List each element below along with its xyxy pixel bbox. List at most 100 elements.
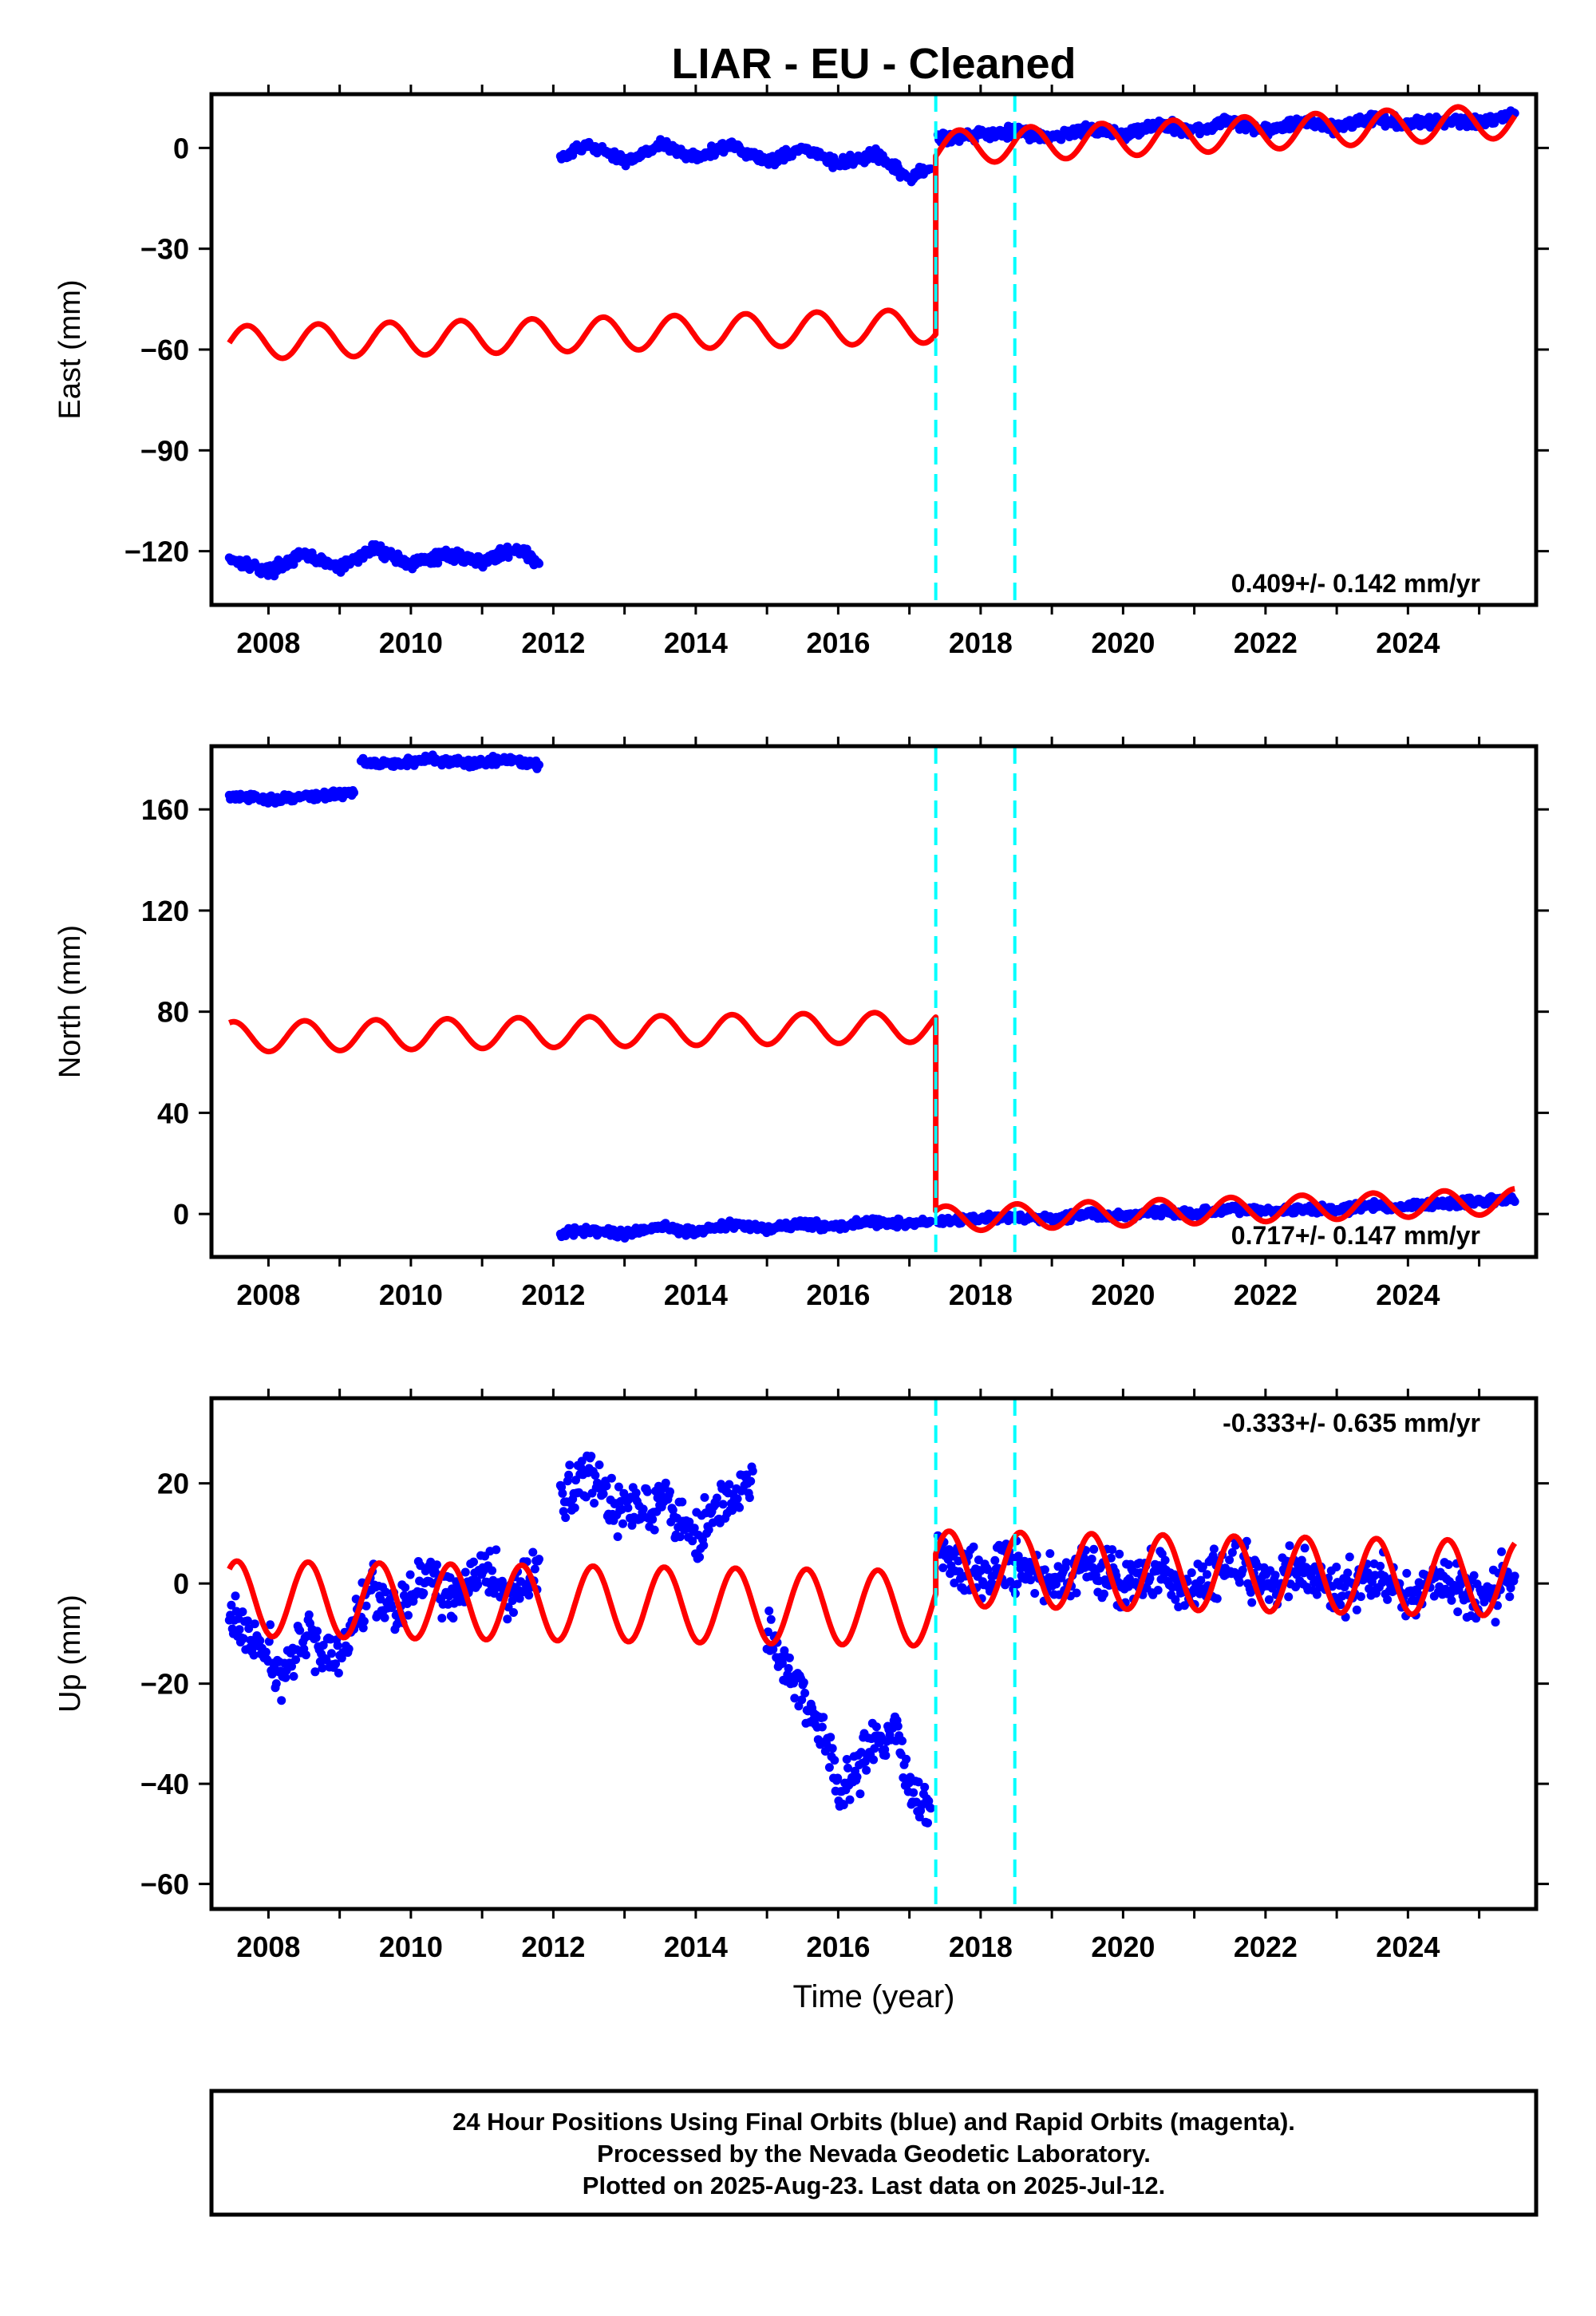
east-model-curve	[227, 104, 1518, 362]
up-data-point	[718, 1500, 728, 1509]
up-data-point	[748, 1466, 757, 1476]
up-data-point	[565, 1460, 575, 1470]
up-data-point	[1291, 1583, 1301, 1591]
east-y-tick-label: −60	[140, 334, 189, 366]
up-data-point	[648, 1515, 658, 1524]
footer-line-1: 24 Hour Positions Using Final Orbits (bl…	[452, 2108, 1295, 2136]
up-data-point	[326, 1649, 336, 1658]
east-data-point	[289, 559, 298, 569]
up-x-tick-label: 2018	[949, 1931, 1013, 1963]
up-data-point	[587, 1452, 596, 1461]
up-data-point	[1187, 1568, 1196, 1578]
up-rate-label: -0.333+/- 0.635 mm/yr	[1223, 1409, 1480, 1437]
up-data-point	[839, 1800, 848, 1810]
north-rate-label: 0.717+/- 0.147 mm/yr	[1231, 1221, 1480, 1250]
up-data-point	[1235, 1578, 1244, 1587]
north-offset-lines	[934, 746, 1017, 1257]
up-data-point	[318, 1663, 327, 1673]
up-data-point	[902, 1754, 911, 1764]
up-data-point	[281, 1673, 290, 1682]
north-data-point	[1510, 1197, 1519, 1207]
up-data-point	[1100, 1589, 1108, 1599]
up-data-point	[503, 1614, 512, 1624]
up-data-point	[1238, 1565, 1247, 1575]
up-data-point	[881, 1751, 891, 1761]
up-data-point	[1365, 1584, 1374, 1594]
north-data-point	[350, 788, 358, 797]
up-data-point	[1297, 1555, 1306, 1565]
up-data-point	[784, 1653, 794, 1662]
up-data-point	[1242, 1536, 1251, 1546]
up-data-point	[381, 1587, 390, 1597]
up-y-tick-label: −20	[140, 1668, 189, 1701]
east-axis-ticks: 2008 2010 2012 2014 2016 2018 2020 2022 2024 0 −30…	[124, 85, 1549, 659]
up-data-point	[291, 1655, 301, 1665]
up-data-point	[361, 1601, 371, 1611]
up-data-point	[1332, 1563, 1341, 1571]
up-data-point	[271, 1679, 281, 1689]
up-data-point	[318, 1641, 328, 1650]
up-data-point	[1196, 1575, 1206, 1585]
north-y-tick-label: 160	[141, 793, 189, 826]
up-x-tick-label: 2008	[236, 1931, 300, 1963]
up-data-point	[735, 1503, 745, 1512]
up-data-point	[678, 1497, 687, 1507]
up-data-point	[944, 1545, 954, 1555]
up-data-point	[909, 1788, 918, 1797]
up-data-point	[249, 1650, 259, 1660]
north-x-tick-label: 2018	[949, 1279, 1013, 1311]
up-data-point	[528, 1547, 538, 1557]
up-data-point	[1208, 1551, 1218, 1560]
up-data-point	[535, 1555, 543, 1564]
up-data-point	[1444, 1560, 1453, 1569]
up-data-point	[830, 1756, 839, 1765]
footer-line-3: Plotted on 2025-Aug-23. Last data on 202…	[583, 2172, 1165, 2199]
up-data-point	[1491, 1618, 1500, 1627]
north-x-tick-label: 2022	[1234, 1279, 1298, 1311]
north-x-tick-label: 2010	[379, 1279, 443, 1311]
up-data-point	[1312, 1590, 1321, 1599]
up-data-point	[938, 1563, 948, 1572]
up-data-point	[893, 1721, 903, 1731]
north-model-curve	[227, 1010, 1516, 1234]
up-data-point	[311, 1633, 321, 1642]
east-offset-lines	[934, 94, 1017, 605]
up-y-tick-label: −40	[140, 1768, 189, 1800]
up-data-point	[695, 1552, 705, 1562]
up-data-point	[1013, 1551, 1023, 1561]
east-x-tick-label: 2024	[1376, 626, 1440, 659]
north-x-tick-label: 2016	[806, 1279, 870, 1311]
up-data-point	[295, 1626, 305, 1635]
up-data-point	[1013, 1579, 1022, 1589]
up-data-point	[1030, 1589, 1040, 1598]
up-data-point	[969, 1542, 978, 1551]
up-data-point	[623, 1504, 633, 1512]
up-data-point	[590, 1499, 599, 1508]
up-data-point	[1198, 1562, 1207, 1571]
up-data-point	[1345, 1552, 1354, 1562]
east-x-tick-label: 2020	[1091, 626, 1155, 659]
up-data-point	[842, 1755, 851, 1764]
up-data-point	[1005, 1577, 1015, 1587]
up-data-point	[1087, 1555, 1096, 1563]
up-data-point	[699, 1540, 709, 1550]
up-data-point	[515, 1594, 524, 1603]
up-data-point	[797, 1695, 807, 1705]
up-data-point	[784, 1664, 793, 1673]
up-data-point	[855, 1789, 865, 1799]
up-data-point	[331, 1659, 341, 1669]
north-axis-label: North (mm)	[53, 925, 87, 1078]
up-data-point	[351, 1595, 361, 1604]
up-data-point	[1402, 1568, 1412, 1578]
up-data-point	[1160, 1555, 1170, 1565]
up-data-point	[564, 1470, 574, 1480]
east-y-tick-label: −120	[124, 536, 189, 568]
east-x-tick-label: 2012	[521, 626, 585, 659]
up-data-point	[1106, 1553, 1116, 1563]
north-x-tick-label: 2014	[664, 1279, 728, 1311]
up-data-point	[606, 1473, 616, 1483]
up-data-point	[380, 1613, 389, 1622]
up-data-point	[1209, 1544, 1219, 1554]
up-data-point	[800, 1689, 810, 1697]
